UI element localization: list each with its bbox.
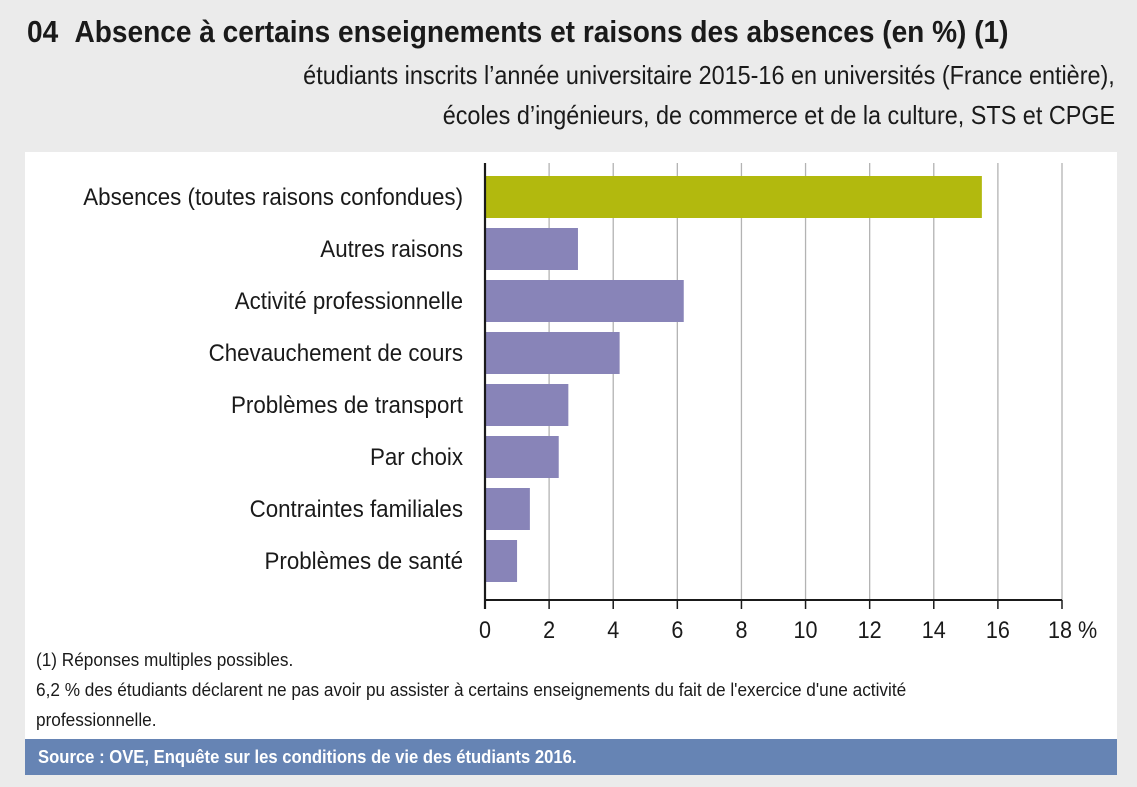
x-axis xyxy=(483,163,1063,609)
category-label: Autres raisons xyxy=(320,236,463,263)
bar-chart: Absences (toutes raisons confondues) Autr… xyxy=(83,163,1097,644)
footnote-detail-line-1: 6,2 % des étudiants déclarent ne pas avo… xyxy=(36,679,907,700)
subtitle-line-1: étudiants inscrits l’année universitaire… xyxy=(303,60,1115,90)
bar xyxy=(485,280,684,322)
category-label: Problèmes de santé xyxy=(265,548,464,575)
x-tick-label: 8 xyxy=(735,617,747,644)
bar xyxy=(485,228,578,270)
x-tick-label: 10 xyxy=(794,617,818,644)
bar xyxy=(485,540,518,582)
bar xyxy=(485,332,620,374)
x-tick-labels: 0 2 4 6 8 10 12 14 16 18 % xyxy=(479,617,1097,644)
bar xyxy=(485,436,559,478)
category-label: Contraintes familiales xyxy=(250,496,463,523)
x-tick-label: 14 xyxy=(922,617,946,644)
x-tick-label: 0 xyxy=(479,617,491,644)
x-tick-label: 16 xyxy=(986,617,1010,644)
chart-title: 04 Absence à certains enseignements et ra… xyxy=(27,14,1008,50)
x-tick-label: 18 % xyxy=(1048,617,1097,644)
figure-number: 04 xyxy=(27,14,59,49)
subtitle-line-2: écoles d’ingénieurs, de commerce et de l… xyxy=(442,100,1115,130)
x-tick-label: 4 xyxy=(607,617,619,644)
x-tick-label: 2 xyxy=(543,617,555,644)
bar xyxy=(485,488,530,530)
bar xyxy=(485,384,569,426)
title-text: Absence à certains enseignements et rais… xyxy=(74,14,1009,49)
x-tick-label: 6 xyxy=(671,617,683,644)
x-tick-label: 12 xyxy=(858,617,882,644)
gridlines xyxy=(548,163,1063,600)
bar xyxy=(485,176,982,218)
bars xyxy=(485,176,982,582)
category-labels: Absences (toutes raisons confondues) Autr… xyxy=(83,184,463,575)
category-label: Problèmes de transport xyxy=(231,392,463,419)
category-label: Par choix xyxy=(370,444,463,471)
source-bar: Source : OVE, Enquête sur les conditions… xyxy=(25,739,1117,775)
footnote-multiple-answers: (1) Réponses multiples possibles. xyxy=(36,649,294,670)
footnote-detail-line-2: professionnelle. xyxy=(36,709,157,730)
chart-panel: Absences (toutes raisons confondues) Autr… xyxy=(25,152,1117,739)
category-label: Activité professionnelle xyxy=(235,288,463,315)
category-label: Chevauchement de cours xyxy=(209,340,463,367)
source-text: Source : OVE, Enquête sur les conditions… xyxy=(38,746,577,767)
category-label: Absences (toutes raisons confondues) xyxy=(83,184,463,211)
